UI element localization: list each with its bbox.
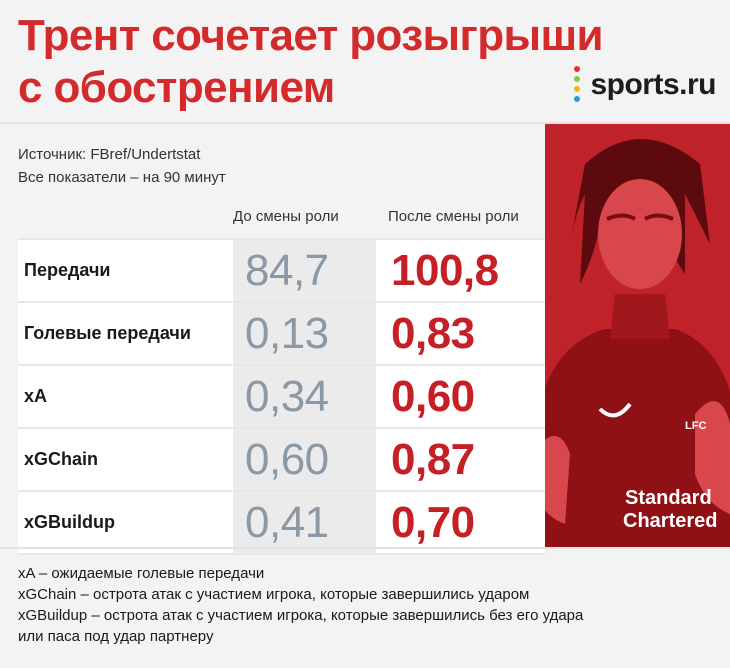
after-value: 0,83 — [391, 309, 475, 358]
chart-title: Трент сочетает розыгрыши с обострением — [18, 10, 604, 114]
row-label: Передачи — [24, 260, 111, 280]
row-label: Голевые передачи — [24, 323, 191, 343]
column-header-after: После смены роли — [388, 208, 519, 225]
before-value: 0,41 — [245, 498, 329, 547]
stats-table: До смены роли После смены роли Передачи … — [18, 204, 545, 555]
per90-text: Все показатели – на 90 минут — [18, 169, 226, 186]
before-cell: 0,13 — [233, 303, 376, 364]
before-cell: 0,34 — [233, 366, 376, 427]
player-brow — [606, 213, 674, 221]
player-torso — [545, 329, 730, 547]
before-value: 0,13 — [245, 309, 329, 358]
shirt-sponsor-1: Standard — [625, 487, 712, 509]
logo-text: sports.ru — [590, 68, 716, 101]
after-value: 0,87 — [391, 435, 475, 484]
logo-dot — [574, 96, 581, 102]
crest-text: LFC — [685, 420, 706, 432]
shirt-sponsor-2: Chartered — [623, 510, 717, 532]
player-face — [598, 179, 682, 289]
shirt-swoosh — [598, 402, 632, 418]
table-row: xA 0,34 0,60 — [18, 364, 545, 427]
after-value: 0,60 — [391, 372, 475, 421]
row-label: xA — [24, 386, 48, 406]
table-header: До смены роли После смены роли — [18, 204, 545, 238]
sports-ru-logo[interactable]: sports.ru — [574, 66, 716, 104]
top-divider — [0, 122, 730, 124]
meta-block: Источник: FBref/Undertstat Все показател… — [18, 143, 226, 189]
table-row: xGBuildup 0,41 0,70 — [18, 490, 545, 555]
table-row: Передачи 84,7 100,8 — [18, 238, 545, 301]
note-line: xA – ожидаемые голевые передачи — [18, 565, 265, 582]
row-label: xGChain — [24, 449, 99, 469]
source-text: Источник: FBref/Undertstat — [18, 146, 201, 163]
title-line-2: с обострением — [18, 63, 335, 112]
before-value: 84,7 — [245, 246, 329, 295]
before-cell: 84,7 — [233, 240, 376, 301]
table-row: xGChain 0,60 0,87 — [18, 427, 545, 490]
note-line: xGChain – острота атак с участием игрока… — [18, 586, 530, 603]
note-line: или паса под удар партнеру — [18, 628, 214, 645]
logo-dot — [574, 66, 581, 72]
logo-dots-icon — [574, 66, 582, 104]
player-photo: LFC Standard Chartered — [545, 124, 730, 547]
glossary-notes: xA – ожидаемые голевые передачи xGChain … — [18, 563, 583, 647]
player-hand-right — [695, 401, 730, 514]
table-row: Голевые передачи 0,13 0,83 — [18, 301, 545, 364]
logo-dot — [574, 76, 581, 82]
note-line: xGBuildup – острота атак с участием игро… — [18, 607, 584, 624]
player-hand-left — [545, 436, 570, 524]
before-cell: 0,60 — [233, 429, 376, 490]
before-cell: 0,41 — [233, 492, 376, 553]
row-label: xGBuildup — [24, 512, 115, 532]
player-neck — [610, 294, 670, 339]
after-value: 0,70 — [391, 498, 475, 547]
before-value: 0,34 — [245, 372, 329, 421]
title-line-1: Трент сочетает розыгрыши — [18, 11, 604, 60]
before-value: 0,60 — [245, 435, 329, 484]
column-header-before: До смены роли — [233, 208, 339, 225]
logo-dot — [574, 86, 581, 92]
bottom-divider — [0, 547, 730, 549]
after-value: 100,8 — [391, 246, 499, 295]
